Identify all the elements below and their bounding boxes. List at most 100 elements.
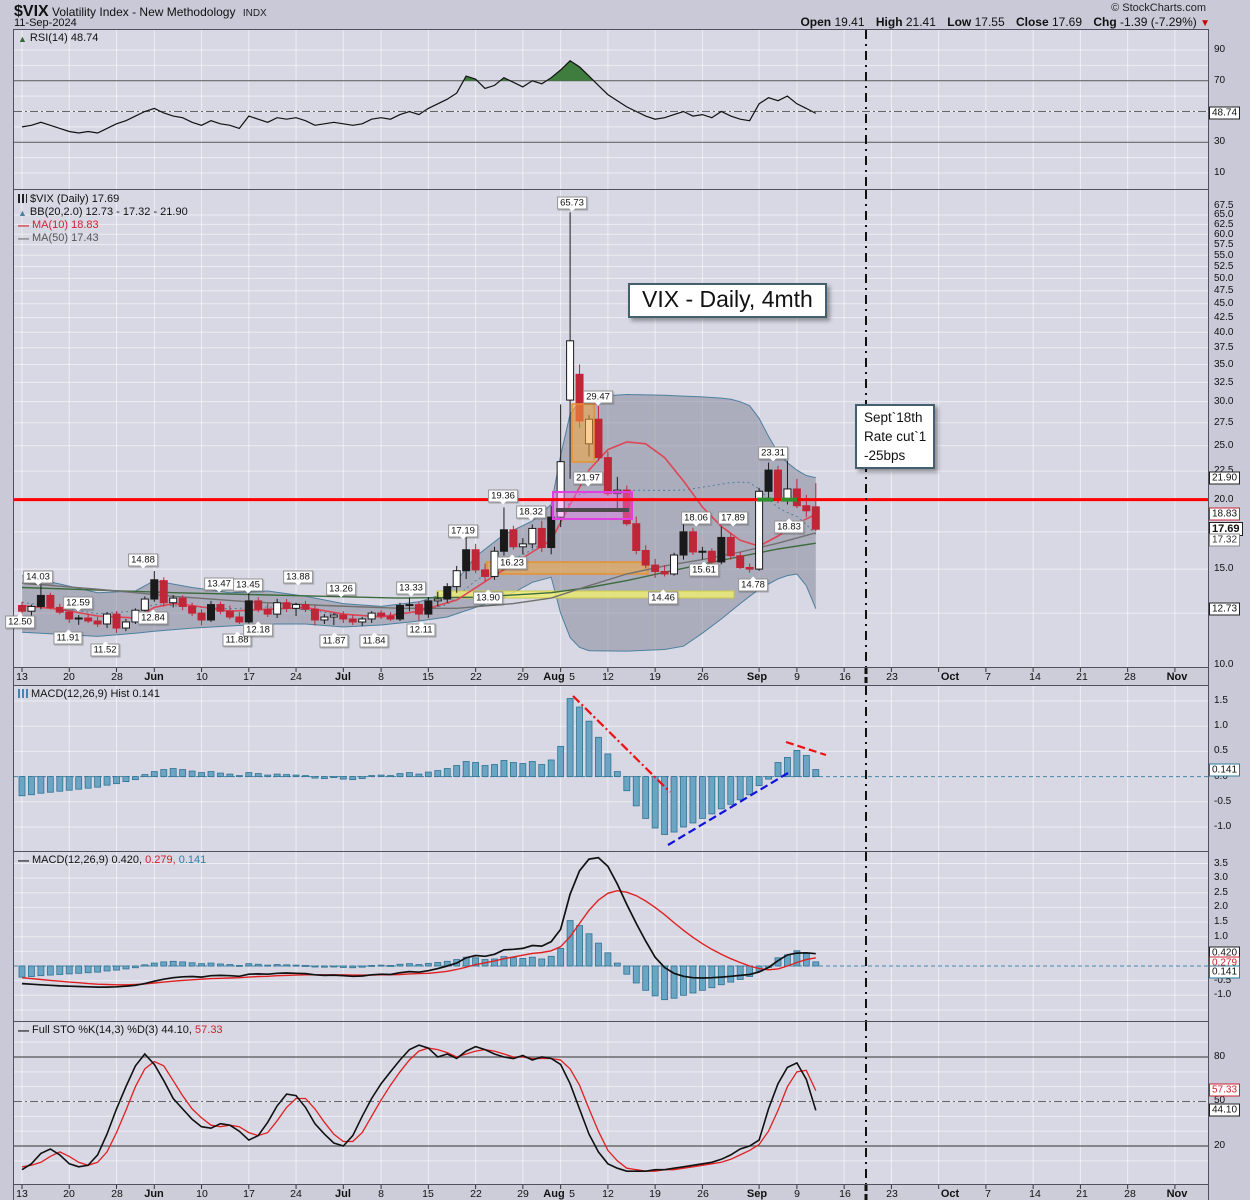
- date-label: 14: [1029, 1188, 1041, 1200]
- bb-legend: ▲ BB(20,2.0) 12.73 - 17.32 - 21.90: [18, 206, 188, 218]
- price-callout: 17.19: [448, 524, 478, 538]
- low-label: Low: [947, 15, 972, 29]
- price-callout: 17.89: [718, 511, 748, 525]
- stochastic-panel: — Full STO %K(14,3) %D(3) 44.10, 57.33: [13, 1021, 1209, 1186]
- date-label: Nov: [1166, 1188, 1188, 1200]
- macd-legend-red: 0.279,: [142, 854, 176, 866]
- price-axis-label: 65.0: [1214, 209, 1234, 220]
- date-label: 9: [794, 1188, 800, 1200]
- date-label: 10: [196, 1188, 208, 1200]
- price-callout: 11.87: [319, 634, 349, 648]
- date-label: 14: [1029, 671, 1041, 683]
- price-callout: 11.52: [90, 643, 120, 657]
- high-value: 21.41: [905, 15, 936, 29]
- date-label: Jun: [144, 1188, 164, 1200]
- hist-axis-label: -1.0: [1214, 821, 1232, 832]
- macd-axis-label: -0.5: [1214, 975, 1232, 986]
- price-axis-label: 20.0: [1214, 494, 1234, 505]
- ma50-legend-text: MA(50) 17.43: [32, 232, 99, 244]
- date-axis-bottom: 13 20 28 Jun 10 17 24 Jul 8 15 22 29 Aug 5 12 19 26 Sep 9 1…: [13, 1184, 1209, 1200]
- date-label: 17: [243, 671, 255, 683]
- macd-axis-label: 1.5: [1214, 916, 1228, 927]
- ma10-legend: — MA(10) 18.83: [18, 219, 99, 232]
- price-callout: 13.47: [204, 577, 234, 591]
- price-axis-label: 62.5: [1214, 219, 1234, 230]
- date-label: 5: [569, 1188, 575, 1200]
- date-label: Jul: [335, 671, 351, 683]
- macd-value-label: 0.141: [1209, 965, 1241, 979]
- date-label: 16: [839, 671, 851, 683]
- date-label: 9: [794, 671, 800, 683]
- macd-axis-label: 3.5: [1214, 858, 1228, 869]
- date-label: 17: [243, 1188, 255, 1200]
- sto-legend-red: 57.33: [191, 1024, 223, 1036]
- rsi-area-icon: ▲: [18, 34, 27, 44]
- ma50-legend: — MA(50) 17.43: [18, 232, 99, 245]
- date-label: 20: [63, 671, 75, 683]
- price-axis-label: 35.0: [1214, 359, 1234, 370]
- date-label: 13: [16, 671, 28, 683]
- rsi-panel: ▲ RSI(14) 48.74: [13, 29, 1209, 191]
- price-callout: 14.78: [738, 578, 768, 592]
- price-axis-label: 15.0: [1214, 563, 1234, 574]
- date-label: Aug: [543, 1188, 565, 1200]
- macd-panel: — MACD(12,26,9) 0.420, 0.279, 0.141: [13, 851, 1209, 1023]
- date-label: 12: [602, 1188, 614, 1200]
- price-axis-label: 32.5: [1214, 377, 1234, 388]
- rate-cut-line: Rate cut`1: [864, 429, 927, 444]
- price-axis-label: 37.5: [1214, 342, 1234, 353]
- price-axis-label: 45.0: [1214, 298, 1234, 309]
- date-label: Jun: [144, 671, 164, 683]
- price-callout: 23.31: [758, 446, 788, 460]
- bb-legend-text: BB(20,2.0) 12.73 - 17.32 - 21.90: [29, 206, 188, 218]
- hist-legend-text: MACD(12,26,9) Hist 0.141: [31, 688, 160, 700]
- price-callout: 13.45: [233, 578, 263, 592]
- price-callout: 14.46: [648, 591, 678, 605]
- price-legend-text: $VIX (Daily) 17.69: [30, 193, 120, 205]
- p-sto-svg: [14, 1022, 1208, 1185]
- price-callout: 14.03: [23, 570, 53, 584]
- date-label: 29: [517, 1188, 529, 1200]
- symbol-name: Volatility Index - New Methodology: [52, 5, 236, 19]
- price-callout: 15.61: [689, 563, 719, 577]
- date-label: 8: [378, 671, 384, 683]
- price-callout: 29.47: [583, 390, 613, 404]
- date-label: Aug: [543, 671, 565, 683]
- date-label: 28: [111, 1188, 123, 1200]
- date-label: 19: [649, 671, 661, 683]
- rsi-axis-label: 90: [1214, 44, 1226, 55]
- date-label: 15: [422, 671, 434, 683]
- macd-legend-black: MACD(12,26,9) 0.420,: [32, 854, 143, 866]
- date-label: 26: [697, 671, 709, 683]
- price-callout: 18.32: [516, 505, 546, 519]
- open-value: 19.41: [834, 15, 865, 29]
- bb-area-icon: ▲: [18, 208, 27, 218]
- price-axis-label: 42.5: [1214, 312, 1234, 323]
- date-label: 28: [1124, 671, 1136, 683]
- price-callout: 16.23: [497, 556, 527, 570]
- price-callout: 65.73: [557, 196, 587, 210]
- chart-date: 11-Sep-2024: [14, 17, 77, 29]
- price-axis-label: 30.0: [1214, 396, 1234, 407]
- strip1-ticks: [21, 668, 1176, 686]
- chg-label: Chg: [1093, 15, 1117, 29]
- price-axis-label: 52.5: [1214, 261, 1234, 272]
- price-callout: 19.36: [488, 489, 518, 503]
- date-label: 12: [602, 671, 614, 683]
- sto-axis-label: 20: [1214, 1140, 1226, 1151]
- price-axis-label: 10.0: [1214, 659, 1234, 670]
- hist-axis-label: 1.5: [1214, 695, 1228, 706]
- hist-axis-label: 1.0: [1214, 720, 1228, 731]
- exchange: INDX: [242, 8, 267, 19]
- price-axis-label: 27.5: [1214, 417, 1234, 428]
- p-hist-svg: [14, 686, 1208, 852]
- p-macd-svg: [14, 852, 1208, 1022]
- rsi-value-label: 48.74: [1209, 106, 1241, 120]
- price-axis-label: 22.5: [1214, 465, 1234, 476]
- macd-axis-label: 3.0: [1214, 872, 1228, 883]
- macd-hist-panel: MACD(12,26,9) Hist 0.141: [13, 685, 1209, 853]
- date-label: 13: [16, 1188, 28, 1200]
- macd-axis-label: 2.0: [1214, 901, 1228, 912]
- ma10-legend-text: MA(10) 18.83: [32, 219, 99, 231]
- date-label: 19: [649, 1188, 661, 1200]
